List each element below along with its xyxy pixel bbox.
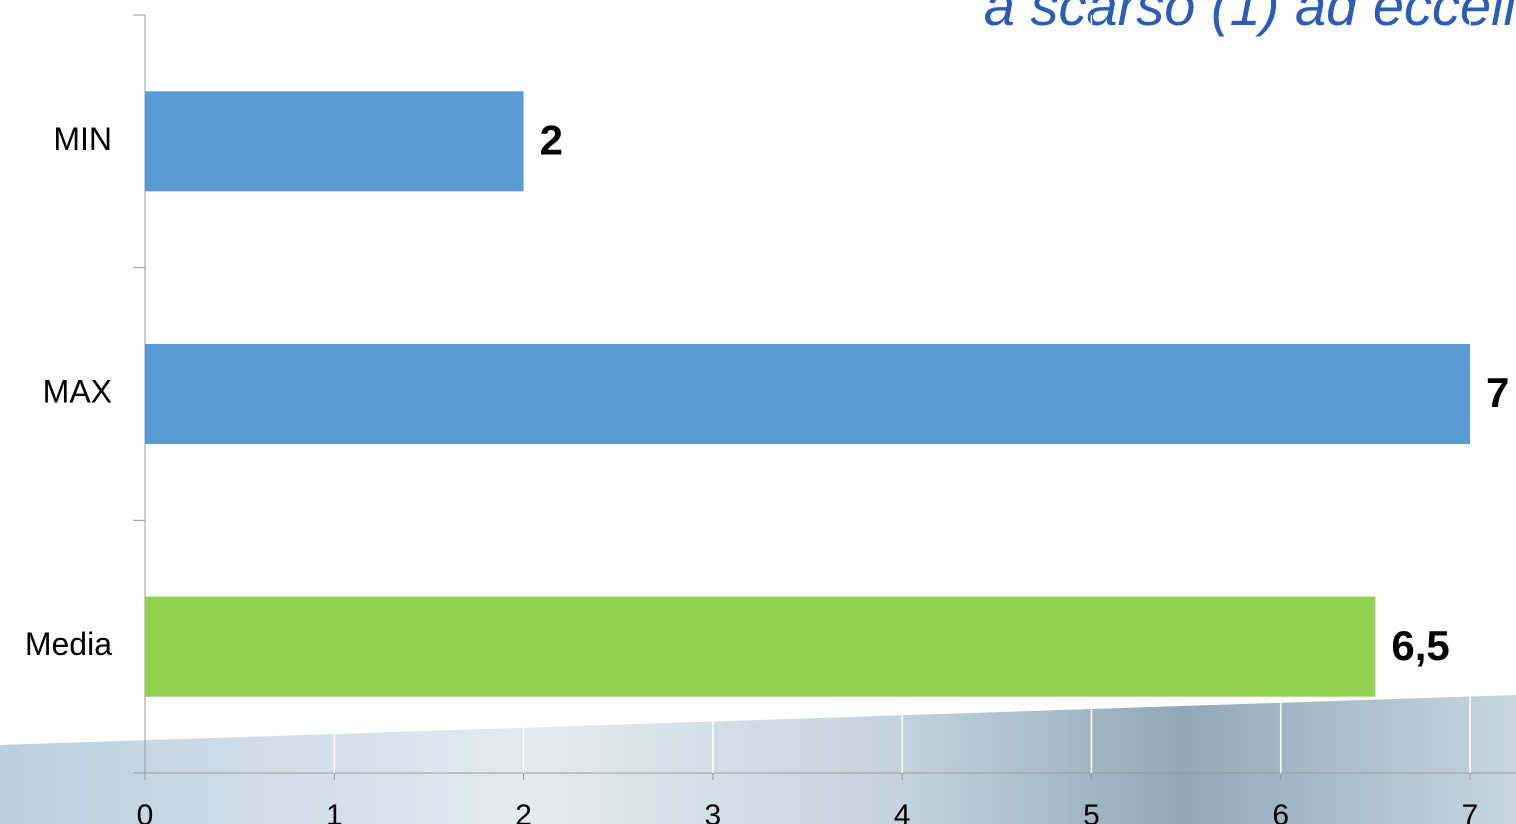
bar <box>145 344 1470 444</box>
chart-title: a scarso (1) ad eccell <box>984 0 1516 37</box>
value-label: 2 <box>540 116 563 163</box>
x-tick-label: 2 <box>515 799 532 824</box>
bar <box>145 91 524 192</box>
y-tick-label: Media <box>25 626 112 662</box>
y-tick-label: MIN <box>53 121 112 157</box>
x-tick-label: 3 <box>705 799 722 824</box>
x-tick-label: 7 <box>1462 799 1479 824</box>
x-tick-label: 6 <box>1272 799 1289 824</box>
x-tick-label: 4 <box>894 799 911 824</box>
x-tick-label: 0 <box>137 799 154 824</box>
background-band <box>0 695 1516 824</box>
y-tick-label: MAX <box>43 373 112 409</box>
x-tick-label: 5 <box>1083 799 1100 824</box>
value-label: 6,5 <box>1391 622 1449 669</box>
x-tick-label: 1 <box>326 799 343 824</box>
bar <box>145 596 1376 697</box>
value-label: 7 <box>1486 369 1509 416</box>
